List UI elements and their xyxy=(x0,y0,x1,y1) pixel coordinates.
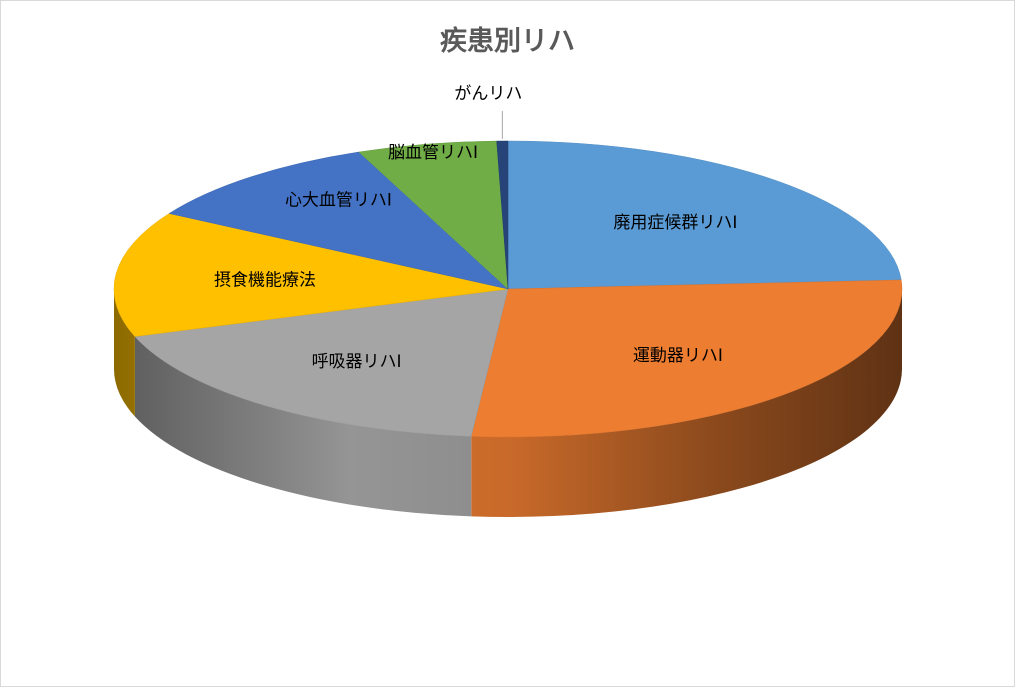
slice-6-top xyxy=(358,140,509,290)
slice-4-top xyxy=(113,213,509,337)
slice-7-label: がんリハ xyxy=(454,84,522,104)
chart-title: 疾患別リハ xyxy=(440,26,575,57)
slice-2-side xyxy=(471,289,902,517)
slice-5-label: 心大血管リハⅠ xyxy=(285,191,392,211)
slice-3-top xyxy=(134,288,509,437)
slice-7-top xyxy=(496,140,509,290)
slice-5-top xyxy=(168,151,509,290)
pie-top xyxy=(113,140,903,438)
slice-4-label: 摂食機能療法 xyxy=(214,270,316,290)
slice-2-label: 運動器リハⅠ xyxy=(633,346,723,366)
slice-2-top xyxy=(470,279,903,438)
slice-3-side xyxy=(134,336,472,517)
slice-4-side xyxy=(114,289,135,417)
pie-sides xyxy=(114,289,902,517)
slice-6-label: 脳血管リハⅠ xyxy=(388,143,478,163)
slice-3-label: 呼吸器リハⅠ xyxy=(312,352,402,372)
slice-1-top xyxy=(507,140,902,290)
pie-labels: 廃用症候群リハⅠ 運動器リハⅠ 呼吸器リハⅠ 摂食機能療法 心大血管リハⅠ 脳血管リハⅠ が… xyxy=(214,84,737,372)
slice-1-label: 廃用症候群リハⅠ xyxy=(613,213,737,233)
